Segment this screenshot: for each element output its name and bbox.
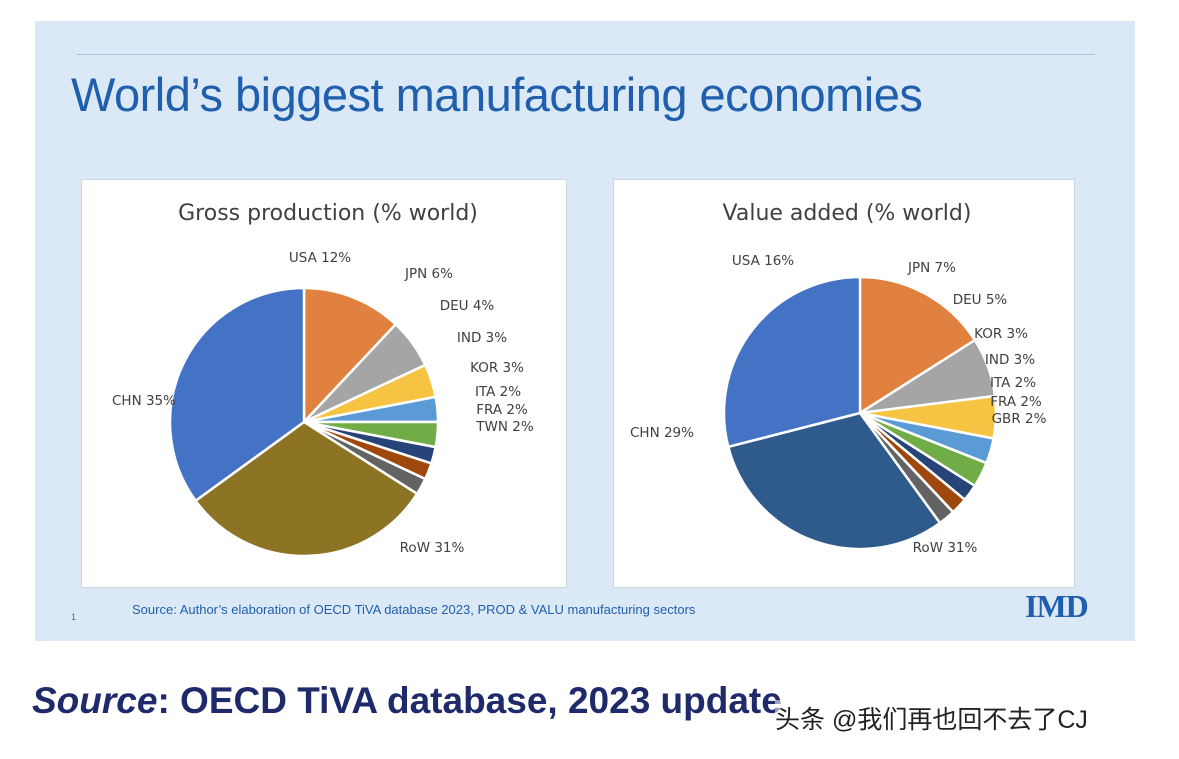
- value-added-pie-chart: Value added (% world) USA 16% JPN 7% DEU 5%…: [630, 201, 1047, 556]
- slide: World’s biggest manufacturing economies …: [35, 21, 1135, 641]
- value-added-slice-row: [727, 411, 942, 551]
- value-added-label-ita: ITA 2%: [990, 375, 1036, 391]
- value-added-panel: Value added (% world) USA 16% JPN 7% DEU 5%…: [613, 179, 1075, 588]
- value-added-chart-title: Value added (% world): [723, 201, 972, 226]
- value-added-slice-chn: [722, 275, 862, 449]
- gross-label-deu: DEU 4%: [440, 298, 495, 314]
- value-added-label-fra: FRA 2%: [990, 394, 1042, 410]
- value-added-label-kor: KOR 3%: [974, 326, 1028, 342]
- gross-label-jpn: JPN 6%: [404, 266, 453, 282]
- gross-label-kor: KOR 3%: [470, 360, 524, 376]
- source-caption: Source: OECD TiVA database, 2023 update: [32, 680, 782, 722]
- gross-slice-row: [194, 420, 419, 558]
- gross-label-chn: CHN 35%: [112, 393, 176, 409]
- value-added-label-ind: IND 3%: [985, 352, 1035, 368]
- slide-source-note: Source: Author’s elaboration of OECD TiV…: [132, 602, 696, 617]
- source-caption-text: : OECD TiVA database, 2023 update: [157, 680, 782, 721]
- value-added-label-row: RoW 31%: [913, 540, 978, 556]
- slide-number: 1: [71, 612, 77, 622]
- value-added-label-chn: CHN 29%: [630, 425, 694, 441]
- imd-logo: IMD: [1025, 588, 1089, 624]
- value-added-slice-usa: [858, 275, 977, 415]
- gross-label-row: RoW 31%: [400, 540, 465, 556]
- gross-slice-usa: [302, 286, 397, 424]
- value-added-label-gbr: GBR 2%: [992, 411, 1047, 427]
- value-added-label-jpn: JPN 7%: [907, 260, 956, 276]
- value-added-label-deu: DEU 5%: [953, 292, 1008, 308]
- gross-chart-title: Gross production (% world): [178, 201, 478, 226]
- gross-slice-chn: [168, 286, 306, 503]
- gross-production-panel: Gross production (% world) USA 12% JPN 6% D…: [81, 179, 567, 588]
- gross-label-twn: TWN 2%: [475, 419, 534, 435]
- source-caption-italic: Source: [32, 680, 158, 721]
- watermark: 头条 @我们再也回不去了CJ: [775, 700, 1088, 736]
- gross-label-ita: ITA 2%: [475, 384, 521, 400]
- gross-production-pie-chart: Gross production (% world) USA 12% JPN 6% D…: [112, 201, 534, 558]
- gross-label-ind: IND 3%: [457, 330, 507, 346]
- gross-label-fra: FRA 2%: [476, 402, 528, 418]
- top-rule: [77, 54, 1095, 55]
- gross-label-usa: USA 12%: [289, 250, 351, 266]
- slide-title: World’s biggest manufacturing economies: [71, 68, 923, 121]
- value-added-label-usa: USA 16%: [732, 253, 794, 269]
